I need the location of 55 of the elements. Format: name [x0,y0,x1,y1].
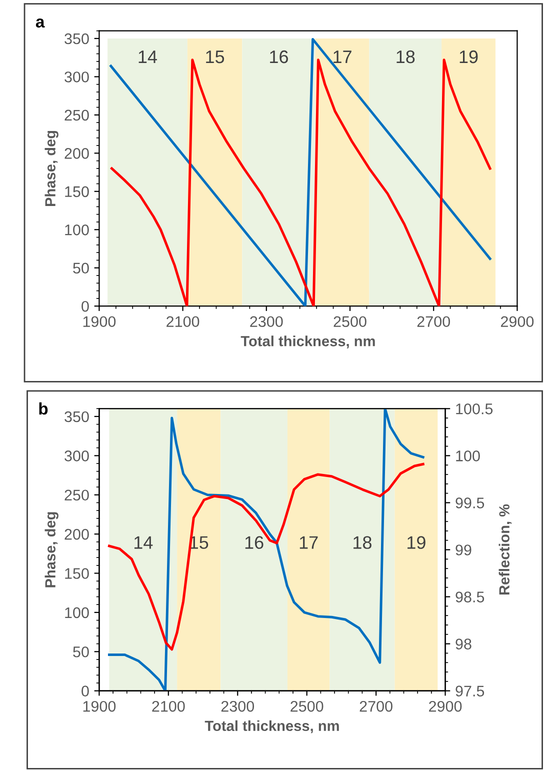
x-tick-label: 2500 [290,700,324,712]
y-tick-label: 50 [73,262,89,274]
y2-tick-label: 99.5 [456,498,484,508]
y2-tick-label: 98 [456,638,472,650]
x-tick-label: 2100 [152,700,185,712]
y-tick-label: 100 [65,224,89,236]
y-axis-title: Phase, deg [44,512,58,588]
line-series [108,462,424,651]
x-tick-label: 2700 [417,316,450,328]
band-label: 14 [138,50,157,64]
y-tick-label: 50 [73,646,89,658]
y2-tick-label: 98.5 [456,592,484,602]
y-tick-label: 100 [65,607,89,618]
x-axis-title: Total thickness, nm [204,720,339,734]
x-axis-title: Total thickness, nm [240,336,375,348]
band-label: 17 [300,536,318,549]
x-tick-label: 2700 [360,700,392,712]
y-tick-label: 150 [65,568,89,579]
x-tick-label: 1900 [83,316,116,328]
y-axis-title: Phase, deg [44,130,58,206]
y2-axis-title: Reflection, % [498,504,512,595]
text: a [36,18,45,28]
y-tick-label: 300 [64,450,89,462]
x-tick-label: 2500 [334,316,366,328]
x-tick-label: 1900 [83,700,116,712]
y-tick-label: 250 [64,490,89,501]
y2-tick-label: 100 [456,450,480,462]
band-label: 16 [245,536,264,549]
y2-tick-label: 97.5 [456,686,484,696]
y-tick-label: 250 [64,110,89,121]
x-tick-label: 2300 [250,316,283,328]
y-tick-label: 0 [82,300,89,312]
y-tick-label: 0 [82,686,89,696]
band-label: 19 [460,50,478,64]
y-tick-label: 150 [65,186,89,198]
band-label: 18 [354,536,372,549]
line-series [108,408,424,691]
x-tick-label: 2900 [429,700,462,712]
band-label: 16 [270,50,288,64]
y-tick-label: 200 [64,148,89,159]
y2-tick-label: 100.5 [456,404,493,414]
text: b [39,402,48,415]
y-tick-label: 350 [64,411,89,422]
y-tick-label: 350 [64,33,89,44]
band-label: 14 [134,536,153,549]
y-tick-label: 300 [64,72,89,82]
band-label: 17 [334,50,352,64]
band-label: 15 [206,50,224,64]
band-label: 19 [408,536,426,549]
y2-tick-label: 99 [456,544,472,556]
band-label: 18 [396,50,415,64]
y-tick-label: 200 [64,528,89,540]
x-tick-label: 2100 [166,316,200,328]
x-tick-label: 2300 [221,700,254,712]
x-tick-label: 2900 [500,316,534,328]
